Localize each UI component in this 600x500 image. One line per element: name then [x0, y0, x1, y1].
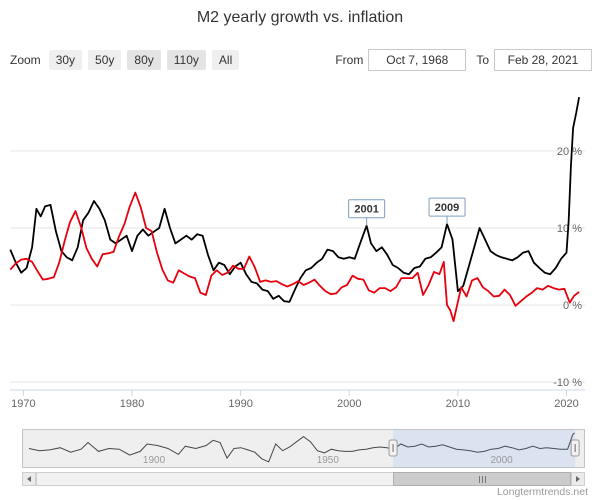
y-axis-label: 10 % [557, 223, 582, 235]
flag-2001[interactable]: 2001 [348, 199, 386, 226]
x-axis-label: 1970 [11, 398, 35, 410]
zoom-button-50y[interactable]: 50y [88, 50, 122, 70]
flag-label: 2001 [354, 204, 378, 216]
zoom-button-30y[interactable]: 30y [48, 50, 83, 70]
navigator-axis-label: 1900 [143, 455, 166, 466]
x-axis-label: 2010 [446, 398, 470, 410]
navigator-axis-label: 2000 [490, 455, 513, 466]
to-label: To [476, 53, 489, 67]
chart-title: M2 yearly growth vs. inflation [196, 9, 404, 26]
navigator-series-line [28, 432, 575, 463]
y-axis-label: 0 % [563, 300, 582, 312]
scrollbar-grip-icon [481, 475, 483, 483]
y-axis-label: 20 % [557, 146, 582, 158]
arrow-right-icon [576, 476, 580, 482]
inflation-line [9, 191, 580, 323]
scrollbar-thumb[interactable] [393, 472, 571, 486]
scrollbar-left-button[interactable] [22, 472, 36, 486]
zoom-label: Zoom [10, 53, 41, 67]
zoom-button-110y[interactable]: 110y [166, 50, 206, 70]
x-axis-label: 2000 [337, 398, 361, 410]
x-axis-label: 2020 [554, 398, 578, 410]
flag-2009[interactable]: 2009 [428, 197, 466, 225]
navigator-handle-left[interactable] [388, 439, 398, 457]
to-date-input[interactable] [494, 49, 592, 71]
watermark: Longtermtrends.net [496, 486, 588, 498]
navigator[interactable]: 1900 1950 2000 [0, 428, 600, 472]
from-label: From [335, 53, 364, 67]
x-axis-label: 1980 [120, 398, 144, 410]
navigator-mask-left [22, 429, 394, 468]
y-axis-label: -10 % [553, 377, 582, 389]
x-axis-label: 1990 [228, 398, 252, 410]
scrollbar[interactable] [22, 472, 585, 486]
flag-label: 2009 [435, 202, 459, 214]
zoom-button-all[interactable]: All [211, 50, 240, 70]
navigator-axis-label: 1950 [317, 455, 340, 466]
main-chart[interactable]: 20 % 10 % 0 % -10 % 1970 1980 1990 2000 2010 2020… [0, 85, 600, 420]
navigator-handle-right[interactable] [570, 439, 580, 457]
scrollbar-right-button[interactable] [571, 472, 585, 486]
navigator-selected-range[interactable] [393, 429, 576, 468]
from-date-input[interactable] [368, 49, 467, 71]
zoom-button-80y[interactable]: 80y [127, 50, 161, 70]
navigator-mask-right [575, 429, 585, 468]
range-controls: Zoom 30y 50y 80y 110y All From To [10, 48, 592, 72]
arrow-left-icon [27, 476, 31, 482]
m2-yearly-growth-line [9, 96, 580, 303]
